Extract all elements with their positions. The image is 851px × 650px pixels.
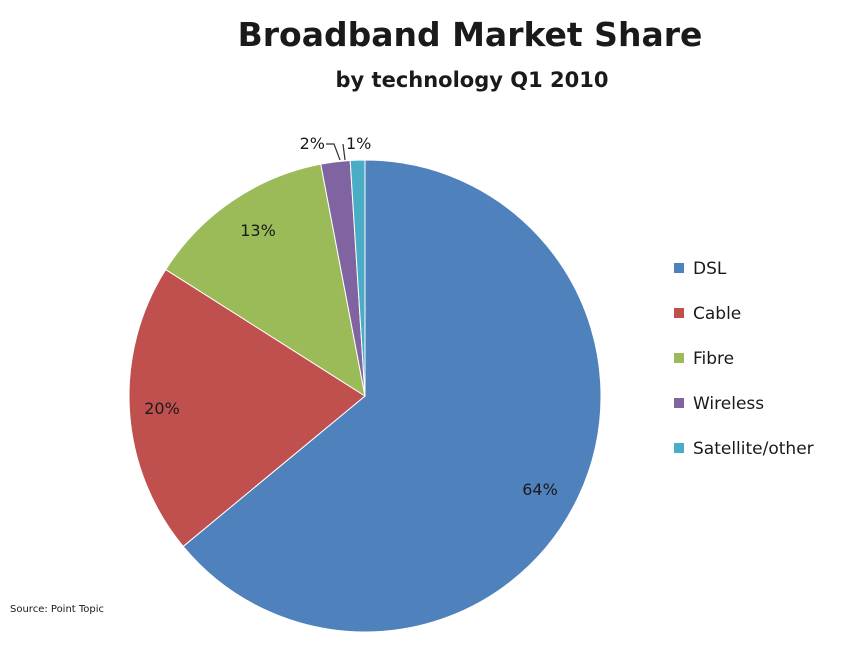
legend-swatch xyxy=(674,263,684,273)
data-label-cable: 20% xyxy=(144,399,180,418)
data-label-satellite-other: 1% xyxy=(346,134,371,153)
data-label-fibre: 13% xyxy=(240,221,276,240)
slice-satellite-other xyxy=(349,159,366,397)
legend-label: Fibre xyxy=(693,349,734,369)
data-label-dsl: 64% xyxy=(522,480,558,499)
slice-dsl xyxy=(182,159,602,633)
slice-fibre xyxy=(165,163,366,398)
legend-label: Wireless xyxy=(693,394,764,414)
legend-swatch xyxy=(674,398,684,408)
legend-label: Cable xyxy=(693,304,741,324)
data-label-wireless: 2% xyxy=(300,134,325,153)
legend-label: DSL xyxy=(693,259,727,279)
slice-cable xyxy=(128,268,366,548)
leader-lines xyxy=(326,143,346,161)
pie-slices xyxy=(128,159,602,633)
chart-title: Broadband Market Share xyxy=(238,15,703,54)
leader-line xyxy=(326,143,341,161)
source-note: Source: Point Topic xyxy=(10,604,104,615)
legend-swatch xyxy=(674,308,684,318)
data-labels: 64% 20% 13% 2% 1% xyxy=(144,134,558,499)
leader-line xyxy=(342,143,346,161)
chart-subtitle: by technology Q1 2010 xyxy=(336,68,609,92)
legend-swatch xyxy=(674,443,684,453)
legend-swatch xyxy=(674,353,684,363)
legend: DSL Cable Fibre Wireless Satellite/other xyxy=(674,259,814,459)
legend-label: Satellite/other xyxy=(693,439,814,459)
